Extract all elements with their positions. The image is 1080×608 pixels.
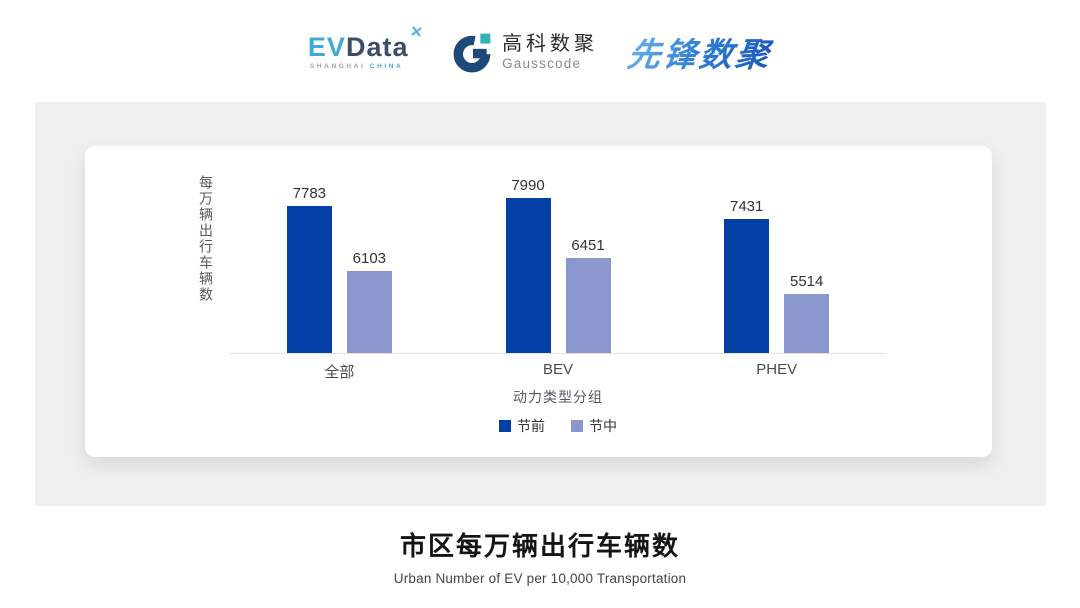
x-axis-line [230, 353, 886, 354]
bar-group: 7431 5514 [667, 166, 886, 353]
x-axis-title: 动力类型分组 [513, 389, 603, 405]
bar-column: 7431 [724, 198, 770, 353]
legend-label: 节前 [517, 418, 545, 434]
chart-subtitle: Urban Number of EV per 10,000 Transporta… [393, 571, 687, 586]
x-category-label: PHEV [756, 361, 798, 378]
x-category-label: 全部 [324, 364, 355, 381]
legend-item: 节前 [499, 416, 545, 436]
bar [784, 294, 830, 353]
plot-area: 7783 6103 7990 6451 7431 5514 [230, 166, 886, 353]
bar [565, 257, 611, 353]
bar-group: 7783 6103 [230, 166, 449, 353]
chart-card: 每万辆出行车辆数 7783 6103 7990 6451 7431 5514 全部 BEV P… [85, 146, 992, 457]
bar [286, 205, 332, 353]
bar-group: 7990 6451 [449, 166, 668, 353]
bar [724, 219, 770, 353]
x-categories: 全部 BEV PHEV [230, 361, 886, 382]
evdata-logo-china-text: CHINA [369, 62, 404, 70]
bar-value-label: 7990 [511, 176, 545, 194]
bar-column: 6451 [565, 236, 611, 353]
logo-header: EV Data ✕ SHANGHAI CHINA 高科数聚 Gausscode 先锋… [0, 23, 1080, 80]
chart-title: 市区每万辆出行车辆数 [399, 531, 680, 561]
evdata-logo-wordmark: EV Data ✕ [307, 23, 425, 62]
bar [505, 197, 551, 353]
legend-swatch-icon [571, 420, 583, 432]
legend-item: 节中 [571, 416, 617, 436]
gausscode-logo-text: 高科数聚 Gausscode [502, 33, 598, 72]
bar-value-label: 7431 [729, 198, 764, 216]
evdata-logo-x-icon: ✕ [409, 22, 426, 42]
pioneer-logo: 先锋数聚 [625, 28, 776, 76]
bar-column: 6103 [346, 250, 392, 353]
evdata-logo-data-text: Data [345, 31, 409, 62]
evdata-logo-shanghai-text: SHANGHAI [309, 62, 366, 70]
evdata-logo-ev-text: EV [307, 31, 346, 62]
bar-column: 7990 [505, 176, 551, 353]
bar-value-label: 6451 [571, 236, 605, 254]
legend-swatch-icon [499, 420, 511, 432]
bar-column: 7783 [286, 184, 332, 353]
bar-column: 5514 [784, 273, 830, 353]
caption: 市区每万辆出行车辆数 Urban Number of EV per 10,000… [0, 526, 1080, 586]
y-axis-title: 每万辆出行车辆数 [198, 174, 214, 303]
gausscode-en-text: Gausscode [502, 55, 582, 71]
bar-value-label: 6103 [352, 250, 387, 268]
bar-value-label: 5514 [789, 273, 824, 290]
gausscode-cn-text: 高科数聚 [502, 32, 599, 55]
bar [346, 271, 392, 353]
evdata-logo-subtext: SHANGHAI CHINA [308, 62, 422, 71]
legend-label: 节中 [589, 418, 617, 434]
bar-value-label: 7783 [292, 184, 327, 202]
gausscode-g-icon [453, 33, 491, 73]
chart-panel: 每万辆出行车辆数 7783 6103 7990 6451 7431 5514 全部 BEV P… [35, 102, 1046, 506]
legend: 节前 节中 [230, 416, 886, 436]
gausscode-logo: 高科数聚 Gausscode [452, 31, 598, 73]
evdata-logo: EV Data ✕ SHANGHAI CHINA [307, 23, 425, 71]
x-category-label: BEV [543, 361, 574, 378]
